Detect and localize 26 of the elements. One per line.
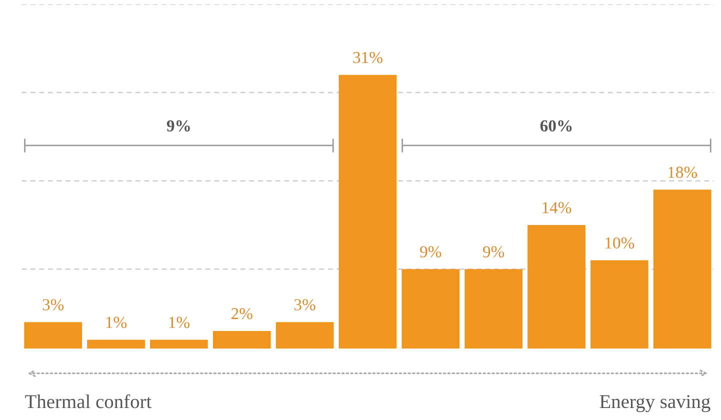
data-label: 3% <box>42 299 64 310</box>
bar <box>653 190 712 349</box>
annotation: 60% <box>540 120 572 132</box>
data-label: 9% <box>420 246 442 258</box>
bar <box>338 74 397 349</box>
text: Thermal confort <box>25 394 152 408</box>
data-label: 10% <box>606 237 634 249</box>
data-label: 18% <box>668 166 698 178</box>
bar <box>212 330 271 349</box>
bar <box>276 322 334 349</box>
data-label: 3% <box>294 299 316 310</box>
bar <box>402 269 460 349</box>
data-label: 1% <box>106 316 127 328</box>
data-label: 1% <box>169 316 190 328</box>
bar <box>150 340 208 349</box>
bar <box>464 269 522 349</box>
text: Energy saving <box>600 395 710 412</box>
annotation: 9% <box>166 120 190 132</box>
bar <box>87 340 145 349</box>
bar <box>24 322 82 349</box>
data-label: 14% <box>542 202 572 214</box>
data-label: 9% <box>482 246 504 258</box>
bar <box>590 260 648 349</box>
data-label: 31% <box>353 52 382 64</box>
data-label: 2% <box>231 308 252 320</box>
bar <box>528 224 586 349</box>
